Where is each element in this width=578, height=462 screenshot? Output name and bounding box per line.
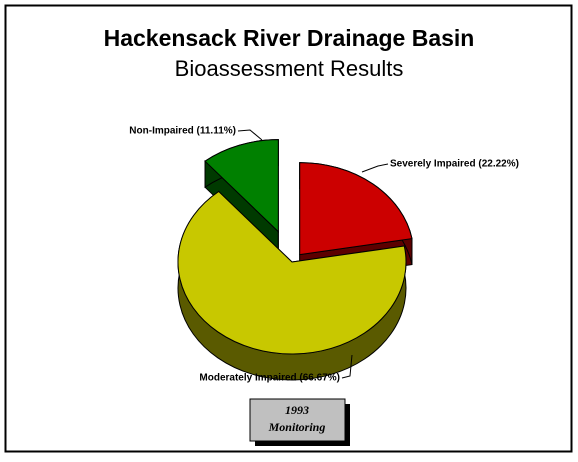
leader-line bbox=[361, 163, 389, 173]
leader-line bbox=[237, 129, 263, 141]
slice bbox=[204, 139, 279, 233]
slice-label: Severely Impaired (22.22%) bbox=[390, 159, 519, 170]
leader-line bbox=[341, 354, 353, 379]
slice bbox=[299, 162, 413, 256]
labels: Severely Impaired (22.22%) Moderately Imp… bbox=[129, 126, 519, 384]
slice-label: Non-Impaired (11.11%) bbox=[129, 126, 236, 137]
annotation-line: Monitoring bbox=[268, 420, 326, 434]
slice bbox=[177, 190, 407, 381]
slice-label: Moderately Impaired (66.67%) bbox=[199, 373, 340, 384]
chart-title: Hackensack River Drainage Basin bbox=[104, 25, 475, 51]
annotation-line: 1993 bbox=[285, 403, 309, 417]
chart-subtitle: Bioassessment Results bbox=[175, 56, 404, 81]
annotation-box bbox=[249, 398, 346, 442]
slice bbox=[177, 190, 407, 355]
pie bbox=[177, 139, 413, 381]
